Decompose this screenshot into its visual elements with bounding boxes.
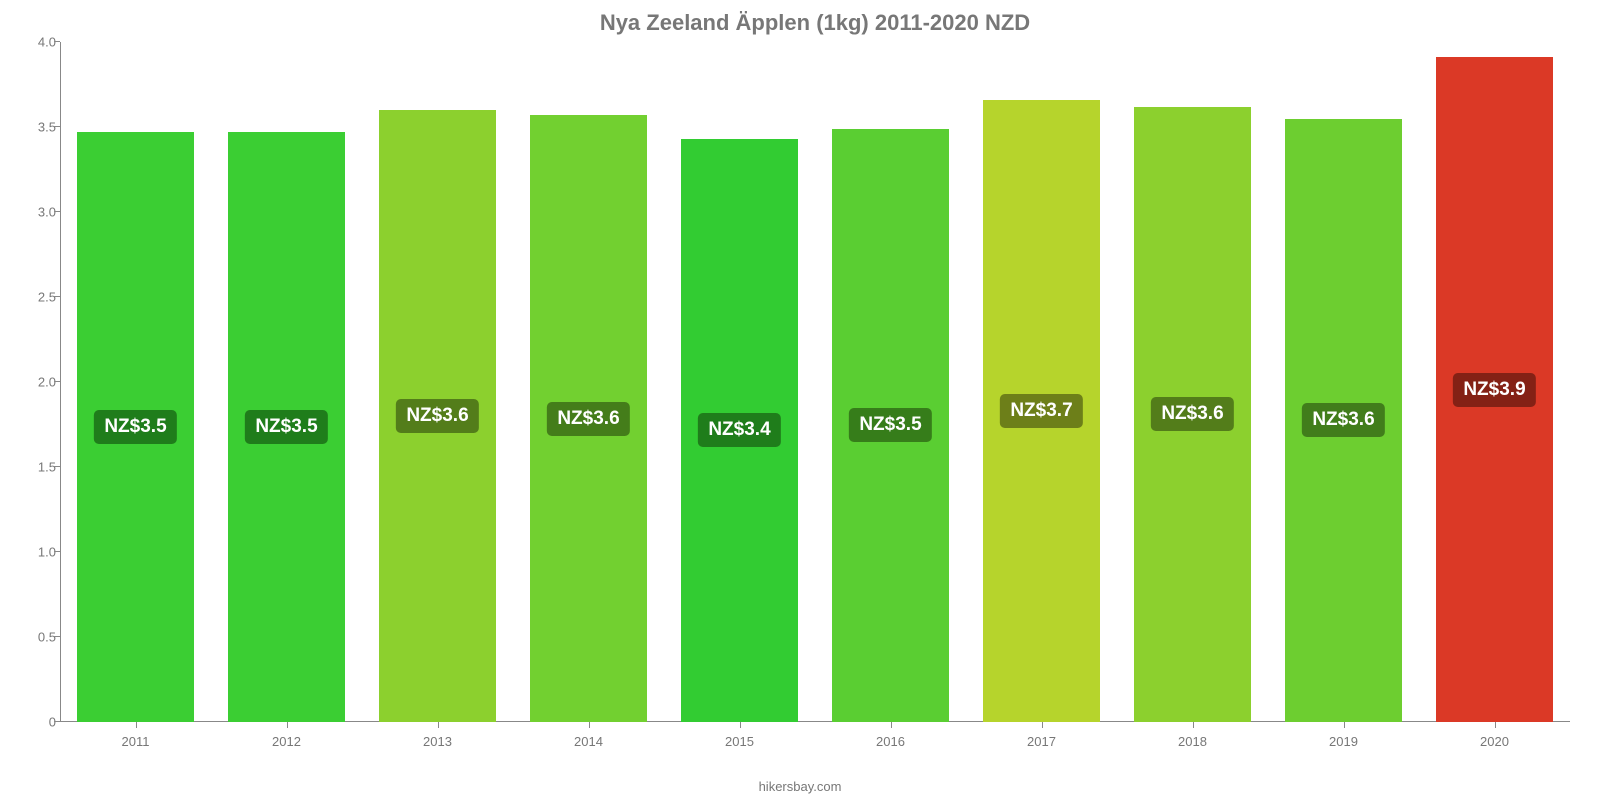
x-tick-label: 2013 bbox=[423, 734, 452, 749]
bar-slot: NZ$3.62018 bbox=[1117, 42, 1268, 722]
bar-value-label: NZ$3.6 bbox=[547, 402, 629, 436]
bar-slot: NZ$3.62013 bbox=[362, 42, 513, 722]
bar-value-label: NZ$3.5 bbox=[94, 410, 176, 444]
y-tick-label: 2.0 bbox=[16, 375, 56, 390]
y-tick-label: 1.0 bbox=[16, 545, 56, 560]
x-tick-mark bbox=[891, 722, 892, 728]
y-tick-label: 2.5 bbox=[16, 290, 56, 305]
y-tick-label: 4.0 bbox=[16, 35, 56, 50]
bar: NZ$3.5 bbox=[77, 132, 195, 722]
x-tick-mark bbox=[740, 722, 741, 728]
x-tick-mark bbox=[1344, 722, 1345, 728]
bar-slot: NZ$3.42015 bbox=[664, 42, 815, 722]
y-tick-label: 0 bbox=[16, 715, 56, 730]
bar-slot: NZ$3.52011 bbox=[60, 42, 211, 722]
x-tick-label: 2019 bbox=[1329, 734, 1358, 749]
bar-slot: NZ$3.52016 bbox=[815, 42, 966, 722]
bar: NZ$3.5 bbox=[832, 129, 950, 722]
x-tick-label: 2020 bbox=[1480, 734, 1509, 749]
x-tick-label: 2018 bbox=[1178, 734, 1207, 749]
bar: NZ$3.6 bbox=[1285, 119, 1403, 723]
x-tick-label: 2017 bbox=[1027, 734, 1056, 749]
bar-slot: NZ$3.52012 bbox=[211, 42, 362, 722]
chart-source: hikersbay.com bbox=[759, 779, 842, 794]
bar-value-label: NZ$3.5 bbox=[849, 408, 931, 442]
x-tick-label: 2016 bbox=[876, 734, 905, 749]
bar: NZ$3.5 bbox=[228, 132, 346, 722]
bar: NZ$3.6 bbox=[1134, 107, 1252, 722]
bar-value-label: NZ$3.6 bbox=[1151, 397, 1233, 431]
bar-slot: NZ$3.72017 bbox=[966, 42, 1117, 722]
x-tick-mark bbox=[287, 722, 288, 728]
bar: NZ$3.6 bbox=[379, 110, 497, 722]
y-tick-label: 1.5 bbox=[16, 460, 56, 475]
bar-value-label: NZ$3.7 bbox=[1000, 394, 1082, 428]
x-tick-label: 2012 bbox=[272, 734, 301, 749]
bar: NZ$3.6 bbox=[530, 115, 648, 722]
x-tick-mark bbox=[589, 722, 590, 728]
y-tick-label: 0.5 bbox=[16, 630, 56, 645]
bar: NZ$3.7 bbox=[983, 100, 1101, 722]
y-tick-label: 3.0 bbox=[16, 205, 56, 220]
bar-value-label: NZ$3.9 bbox=[1453, 373, 1535, 407]
bar: NZ$3.9 bbox=[1436, 57, 1554, 722]
bar-slot: NZ$3.62014 bbox=[513, 42, 664, 722]
bar-slot: NZ$3.62019 bbox=[1268, 42, 1419, 722]
x-tick-mark bbox=[1193, 722, 1194, 728]
bar-value-label: NZ$3.5 bbox=[245, 410, 327, 444]
x-tick-mark bbox=[136, 722, 137, 728]
x-tick-mark bbox=[1495, 722, 1496, 728]
bar-value-label: NZ$3.6 bbox=[396, 399, 478, 433]
apple-price-chart: Nya Zeeland Äpplen (1kg) 2011-2020 NZD 0… bbox=[0, 0, 1600, 800]
bar-value-label: NZ$3.6 bbox=[1302, 403, 1384, 437]
y-tick-label: 3.5 bbox=[16, 120, 56, 135]
x-tick-label: 2014 bbox=[574, 734, 603, 749]
bar-slot: NZ$3.92020 bbox=[1419, 42, 1570, 722]
chart-title: Nya Zeeland Äpplen (1kg) 2011-2020 NZD bbox=[60, 10, 1570, 36]
x-tick-label: 2015 bbox=[725, 734, 754, 749]
bars-container: NZ$3.52011NZ$3.52012NZ$3.62013NZ$3.62014… bbox=[60, 42, 1570, 722]
x-tick-mark bbox=[1042, 722, 1043, 728]
x-tick-label: 2011 bbox=[122, 734, 150, 749]
bar-value-label: NZ$3.4 bbox=[698, 413, 780, 447]
x-tick-mark bbox=[438, 722, 439, 728]
plot-area: 00.51.01.52.02.53.03.54.0 NZ$3.52011NZ$3… bbox=[60, 42, 1570, 722]
bar: NZ$3.4 bbox=[681, 139, 799, 722]
